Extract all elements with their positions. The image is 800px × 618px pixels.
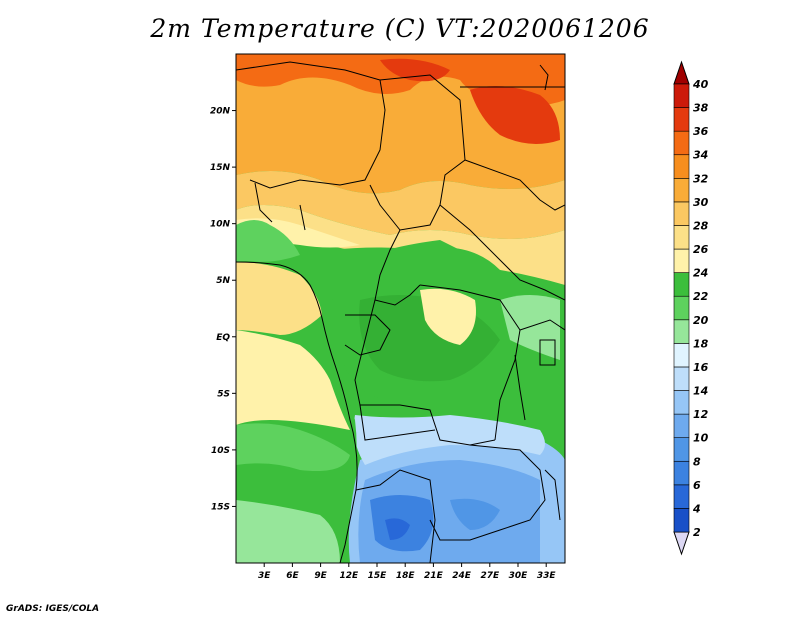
lat-tick-label: 10S xyxy=(211,446,230,456)
colorbar-segment xyxy=(673,154,690,179)
temperature-field xyxy=(236,54,565,563)
colorbar-label: 12 xyxy=(693,408,709,421)
colorbar-segment xyxy=(673,83,690,108)
lat-tick-label: 15N xyxy=(210,163,231,173)
lat-tick-label: 15S xyxy=(211,502,230,512)
colorbar-label: 36 xyxy=(693,125,709,138)
colorbar-label: 22 xyxy=(693,290,709,303)
lon-tick-label: 9E xyxy=(314,571,327,581)
colorbar-label: 4 xyxy=(692,502,701,515)
lon-tick-label: 12E xyxy=(339,571,359,581)
footer-credit: GrADS: IGES/COLA xyxy=(6,604,100,614)
colorbar-segment xyxy=(673,225,690,250)
colorbar-segment xyxy=(673,343,690,368)
colorbar-label: 20 xyxy=(693,314,709,327)
colorbar-segment xyxy=(673,248,690,273)
colorbar-label: 24 xyxy=(693,267,708,280)
colorbar-label: 40 xyxy=(692,78,709,91)
lon-tick-label: 15E xyxy=(368,571,388,581)
map-title: 2m Temperature (C) VT:2020061206 xyxy=(150,14,650,43)
colorbar-label: 38 xyxy=(693,102,709,115)
colorbar-segment xyxy=(673,390,690,415)
colorbar-segment xyxy=(673,178,690,203)
lon-tick-label: 24E xyxy=(452,571,472,581)
colorbar-label: 6 xyxy=(693,479,701,492)
lon-tick-label: 21E xyxy=(424,571,444,581)
colorbar-label: 14 xyxy=(693,385,708,398)
lon-tick-label: 18E xyxy=(396,571,416,581)
lon-tick-label: 30E xyxy=(509,571,529,581)
colorbar-label: 10 xyxy=(693,432,709,445)
lon-tick-label: 6E xyxy=(286,571,299,581)
colorbar-segment xyxy=(673,484,690,509)
colorbar-label: 16 xyxy=(693,361,709,374)
colorbar-label: 26 xyxy=(693,243,709,256)
longitude-axis: 3E 6E 9E 12E 15E 18E 21E 24E 27E 30E 33E xyxy=(258,563,556,581)
colorbar-segment xyxy=(673,437,690,462)
colorbar-segment xyxy=(673,272,690,297)
lat-tick-label: 10N xyxy=(210,220,231,230)
colorbar-label: 2 xyxy=(693,526,701,539)
map-frame xyxy=(235,53,566,564)
lat-tick-label: 5N xyxy=(216,276,230,286)
lat-tick-label: 20N xyxy=(210,107,231,117)
colorbar-segment xyxy=(673,319,690,344)
colorbar-segment xyxy=(673,201,690,226)
colorbar-label: 32 xyxy=(693,172,709,185)
colorbar-label: 30 xyxy=(693,196,709,209)
lon-tick-label: 27E xyxy=(480,571,500,581)
colorbar-label: 18 xyxy=(693,337,709,350)
lat-tick-label: EQ xyxy=(216,333,230,343)
colorbar-segment xyxy=(673,130,690,156)
colorbar-high-arrow xyxy=(673,60,690,85)
lon-tick-label: 33E xyxy=(537,571,557,581)
colorbar-label: 8 xyxy=(693,455,701,468)
country-borders xyxy=(236,61,565,563)
colorbar-segment xyxy=(673,460,690,486)
colorbar-label: 34 xyxy=(693,149,708,162)
colorbar-segment xyxy=(673,107,690,132)
colorbar-segment xyxy=(673,366,690,391)
colorbar-low-arrow xyxy=(673,531,690,556)
colorbar-segment xyxy=(673,295,690,321)
latitude-axis: 20N 15N 10N 5N EQ 5S 10S 15S xyxy=(210,107,236,512)
colorbar-segment xyxy=(673,508,690,533)
lat-tick-label: 5S xyxy=(217,389,230,399)
colorbar-label: 28 xyxy=(693,219,709,232)
colorbar-segment xyxy=(673,413,690,438)
lon-tick-label: 3E xyxy=(258,571,271,581)
